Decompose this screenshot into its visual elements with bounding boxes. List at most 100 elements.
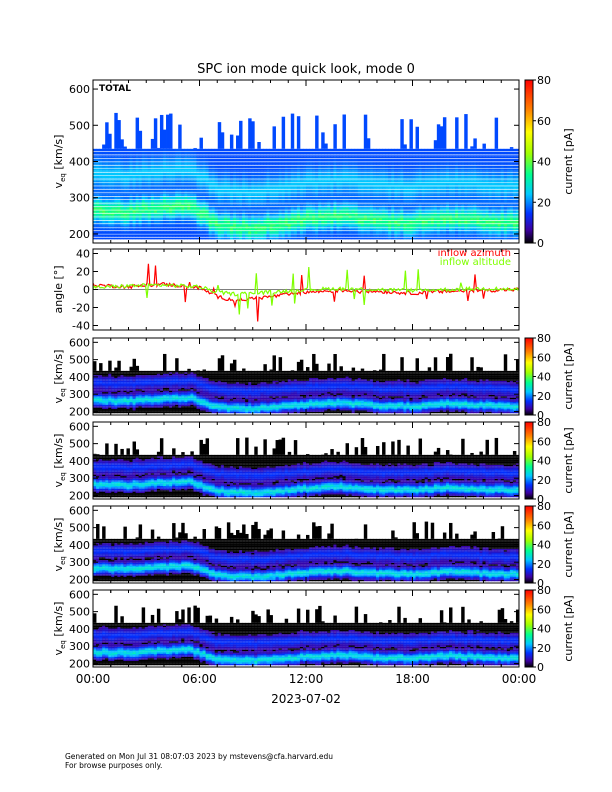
heatmap-cell	[509, 236, 514, 240]
heatmap-cell	[296, 148, 301, 152]
heatmap-cell	[159, 170, 164, 173]
heatmap-cell	[439, 148, 444, 152]
heatmap-cell	[187, 212, 191, 216]
heatmap-cell	[409, 199, 413, 203]
heatmap-cell	[257, 180, 261, 184]
heatmap-cell	[439, 204, 444, 208]
heatmap-cell	[339, 234, 343, 237]
heatmap-cell	[351, 220, 356, 224]
heatmap-cell	[102, 231, 106, 235]
heatmap-cell	[330, 210, 334, 213]
heatmap-cell	[123, 196, 127, 200]
heatmap-cell	[363, 151, 368, 155]
heatmap-cell	[348, 180, 353, 184]
heatmap-cell	[455, 159, 459, 163]
heatmap-cell	[427, 207, 432, 211]
heatmap-cell	[506, 231, 511, 235]
heatmap-cell	[229, 178, 234, 181]
heatmap-cell	[245, 228, 249, 232]
heatmap-cell	[156, 159, 161, 163]
heatmap-cell	[135, 117, 140, 149]
heatmap-cell	[360, 194, 365, 197]
heatmap-cell	[190, 199, 194, 203]
heatmap-cell	[108, 162, 112, 165]
heatmap-cell	[220, 186, 225, 189]
heatmap-cell	[400, 178, 404, 181]
heatmap-cell	[442, 228, 447, 232]
heatmap-cell	[479, 228, 483, 232]
heatmap-cell	[360, 210, 365, 213]
heatmap-cell	[324, 151, 328, 155]
heatmap-cell	[479, 210, 483, 213]
heatmap-cell	[455, 196, 459, 200]
heatmap-cell	[382, 196, 386, 200]
heatmap-cell	[336, 234, 340, 237]
heatmap-cell	[147, 210, 152, 213]
heatmap-cell	[147, 212, 152, 216]
heatmap-cell	[99, 204, 103, 208]
heatmap-cell	[105, 223, 109, 227]
heatmap-cell	[354, 180, 359, 184]
heatmap-cell	[406, 162, 410, 165]
heatmap-cell	[369, 207, 374, 211]
heatmap-cell	[430, 178, 435, 181]
heatmap-cell	[452, 180, 456, 184]
heatmap-cell	[327, 234, 331, 237]
heatmap-cell	[96, 218, 100, 221]
heatmap-cell	[248, 194, 252, 197]
heatmap-cell	[251, 234, 255, 237]
heatmap-cell	[135, 154, 140, 157]
heatmap-cell	[132, 172, 136, 176]
heatmap-cell	[302, 207, 307, 211]
heatmap-cell	[144, 228, 149, 232]
heatmap-cell	[239, 151, 243, 155]
heatmap-cell	[479, 172, 483, 176]
heatmap-cell	[302, 234, 307, 237]
heatmap-cell	[205, 162, 210, 165]
heatmap-cell	[309, 234, 313, 237]
heatmap-cell	[123, 151, 127, 155]
heatmap-cell	[418, 228, 423, 232]
heatmap-cell	[500, 186, 505, 189]
heatmap-cell	[418, 159, 423, 163]
heatmap-cell	[166, 172, 170, 176]
heatmap-cell	[430, 234, 435, 237]
heatmap-cell	[211, 199, 216, 203]
heatmap-cell	[156, 218, 161, 221]
heatmap-cell	[181, 220, 185, 224]
heatmap-cell	[260, 164, 264, 168]
heatmap-cell	[293, 154, 298, 157]
heatmap-cell	[248, 151, 252, 155]
heatmap-cell	[208, 212, 213, 216]
heatmap-cell	[497, 188, 502, 192]
heatmap-cell	[287, 196, 292, 200]
heatmap-cell	[214, 194, 219, 197]
heatmap-cell	[269, 154, 273, 157]
heatmap-cell	[464, 234, 468, 237]
heatmap-cell	[175, 204, 179, 208]
heatmap-cell	[147, 162, 152, 165]
heatmap-cell	[111, 170, 115, 173]
heatmap-cell	[263, 236, 267, 240]
heatmap-cell	[491, 218, 496, 221]
heatmap-cell	[394, 236, 398, 240]
heatmap-cell	[129, 218, 133, 221]
heatmap-cell	[339, 212, 343, 216]
heatmap-cell	[424, 204, 429, 208]
heatmap-cell	[248, 188, 252, 192]
heatmap-cell	[211, 178, 216, 181]
heatmap-cell	[427, 194, 432, 197]
heatmap-cell	[363, 236, 368, 240]
heatmap-cell	[181, 207, 185, 211]
heatmap-cell	[248, 204, 252, 208]
heatmap-cell	[232, 194, 237, 197]
heatmap-cell	[147, 234, 152, 237]
heatmap-cell	[491, 186, 496, 189]
heatmap-cell	[217, 196, 222, 200]
heatmap-cell	[339, 170, 343, 173]
heatmap-cell	[205, 164, 210, 168]
heatmap-cell	[123, 218, 127, 221]
heatmap-cell	[333, 220, 337, 224]
heatmap-cell	[315, 183, 319, 187]
heatmap-cell	[388, 210, 392, 213]
